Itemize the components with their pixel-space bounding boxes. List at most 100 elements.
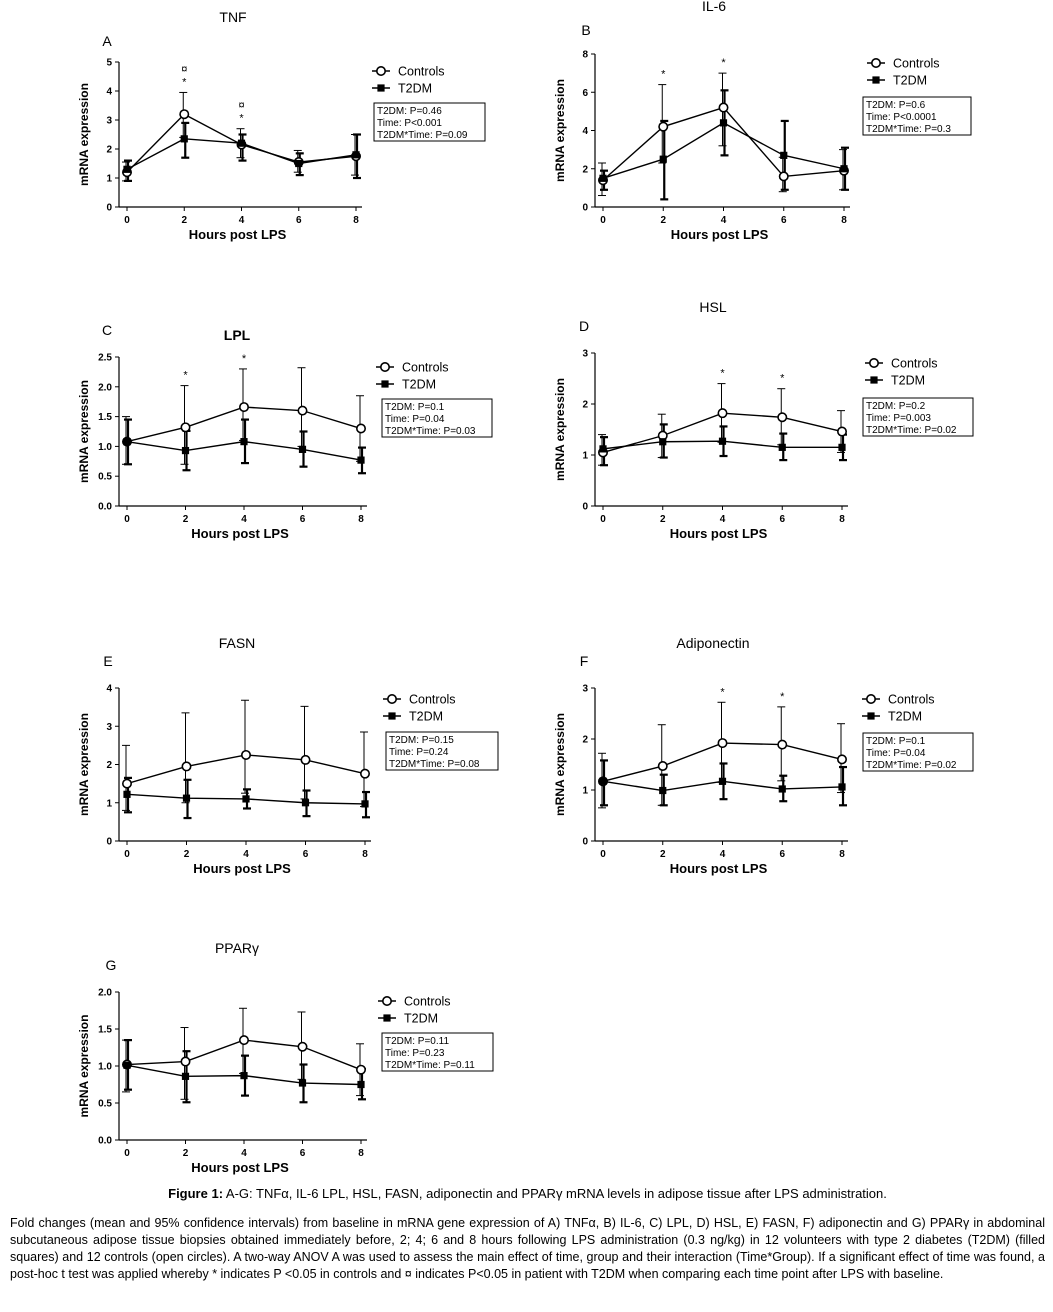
y-tick-label: 1.5	[98, 412, 112, 423]
legend-square-icon	[870, 376, 878, 384]
x-tick-label: 8	[839, 514, 845, 525]
t2dm-point	[719, 119, 728, 127]
x-tick-label: 8	[358, 1148, 364, 1159]
chart-title: LPL	[224, 327, 251, 343]
controls-point	[718, 102, 729, 113]
significance-marker-controls: *	[182, 76, 187, 88]
y-tick-label: 2	[582, 400, 588, 411]
t2dm-point	[298, 1079, 307, 1087]
chart-title: TNF	[219, 9, 246, 25]
y-axis-label: mRNA expression	[77, 713, 91, 816]
significance-marker: *	[720, 368, 725, 380]
x-tick-label: 2	[181, 215, 187, 226]
stats-line: Time: P=0.23	[385, 1048, 445, 1059]
x-axis-label: Hours post LPS	[193, 861, 291, 876]
x-tick-label: 4	[721, 215, 727, 226]
significance-marker-t2dm: ¤	[238, 100, 244, 112]
x-tick-label: 8	[362, 849, 368, 860]
y-tick-label: 2	[106, 760, 112, 771]
x-tick-label: 0	[124, 849, 130, 860]
significance-marker-controls: *	[239, 113, 244, 125]
x-tick-label: 2	[184, 849, 190, 860]
controls-point	[836, 426, 847, 437]
x-tick-label: 2	[183, 514, 189, 525]
significance-marker: *	[183, 370, 188, 382]
t2dm-point	[778, 443, 786, 451]
x-tick-label: 0	[124, 215, 130, 226]
t2dm-point	[659, 786, 667, 795]
t2dm-point	[357, 456, 365, 464]
y-tick-label: 6	[582, 88, 588, 99]
controls-point	[355, 1064, 366, 1075]
t2dm-point	[352, 151, 360, 159]
y-tick-label: 1.0	[98, 1062, 112, 1073]
controls-point	[355, 423, 366, 434]
x-tick-label: 0	[124, 1148, 130, 1159]
x-tick-label: 2	[183, 1148, 189, 1159]
y-tick-label: 4	[106, 87, 112, 98]
controls-point	[300, 754, 311, 765]
x-tick-label: 8	[839, 849, 845, 860]
significance-marker: *	[661, 69, 666, 81]
stats-line: T2DM*Time: P=0.09	[377, 130, 468, 141]
y-tick-label: 5	[106, 58, 112, 69]
legend-square-icon	[872, 76, 880, 84]
legend-label: Controls	[891, 357, 938, 371]
significance-marker: *	[780, 691, 785, 703]
t2dm-point	[123, 165, 131, 173]
legend-square-icon	[867, 712, 875, 720]
stats-line: T2DM*Time: P=0.02	[866, 425, 957, 436]
stats-line: Time: P=0.003	[866, 413, 931, 424]
t2dm-point	[840, 165, 848, 173]
y-tick-label: 8	[582, 50, 588, 61]
y-tick-label: 2	[582, 164, 588, 175]
y-tick-label: 3	[582, 349, 588, 360]
x-tick-label: 6	[779, 514, 785, 525]
y-tick-label: 0.0	[98, 502, 112, 513]
x-axis-label: Hours post LPS	[191, 526, 289, 541]
stats-line: Time: P<0.001	[377, 118, 442, 129]
stats-line: T2DM: P=0.6	[866, 100, 926, 111]
y-tick-label: 1	[106, 174, 112, 185]
legend-label: T2DM	[398, 82, 432, 96]
t2dm-point	[659, 438, 667, 446]
t2dm-point	[778, 785, 786, 793]
legend-label: T2DM	[891, 374, 925, 388]
t2dm-point	[718, 437, 727, 445]
stats-line: T2DM: P=0.15	[389, 735, 454, 746]
y-axis-label: mRNA expression	[553, 79, 567, 182]
x-tick-label: 6	[300, 1148, 306, 1159]
x-tick-label: 0	[600, 849, 606, 860]
controls-point	[239, 402, 250, 413]
legend-square-icon	[381, 380, 389, 388]
x-axis-label: Hours post LPS	[670, 861, 768, 876]
t2dm-point	[123, 790, 131, 798]
y-tick-label: 0	[582, 837, 588, 848]
stats-line: T2DM: P=0.46	[377, 106, 442, 117]
y-axis-label: mRNA expression	[553, 713, 567, 816]
controls-point	[717, 738, 728, 749]
y-tick-label: 2.5	[98, 353, 112, 364]
t2dm-point	[237, 139, 246, 147]
chart-panel-c: LPL C 0.0 0.5 1.0 1.5 2.0 2.5 0 2 4 6 8 Hours post LP…	[77, 322, 493, 541]
legend-circle-icon	[375, 66, 386, 77]
x-tick-label: 6	[300, 514, 306, 525]
x-tick-label: 0	[124, 514, 130, 525]
legend-label: T2DM	[404, 1012, 438, 1026]
t2dm-point	[357, 1080, 365, 1089]
panel-letter: E	[103, 653, 112, 669]
controls-point	[181, 761, 192, 772]
controls-point	[359, 768, 370, 779]
t2dm-point	[240, 1072, 248, 1080]
x-tick-label: 0	[600, 215, 606, 226]
panel-letter: A	[102, 33, 112, 49]
stats-line: Time: P=0.04	[866, 748, 926, 759]
chart-title: Adiponectin	[676, 635, 749, 651]
t2dm-point	[838, 443, 846, 451]
legend-square-icon	[383, 1014, 391, 1022]
y-tick-label: 0	[106, 203, 112, 214]
legend-label: T2DM	[888, 710, 922, 724]
chart-panel-d: HSL D 0 1 2 3 0 2 4 6 8 Hours post LPS mRNA expressi…	[553, 299, 974, 541]
stats-line: Time: P=0.24	[389, 747, 449, 758]
